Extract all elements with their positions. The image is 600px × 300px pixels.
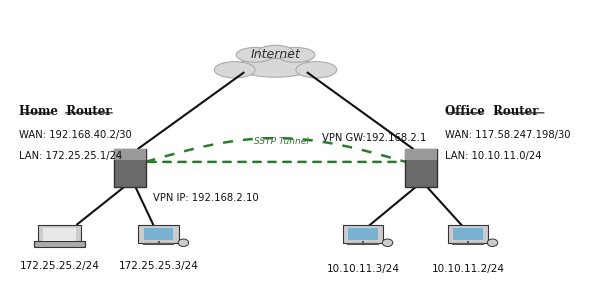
Ellipse shape xyxy=(258,45,293,58)
Ellipse shape xyxy=(487,239,498,246)
Ellipse shape xyxy=(277,47,315,62)
FancyBboxPatch shape xyxy=(349,229,377,240)
Text: LAN: 10.10.11.0/24: LAN: 10.10.11.0/24 xyxy=(445,151,541,161)
Text: VPN IP: 192.168.2.10: VPN IP: 192.168.2.10 xyxy=(153,193,259,202)
FancyBboxPatch shape xyxy=(34,241,85,247)
Text: Office  Router: Office Router xyxy=(445,105,538,118)
FancyBboxPatch shape xyxy=(448,225,488,243)
Text: WAN: 117.58.247.198/30: WAN: 117.58.247.198/30 xyxy=(445,130,570,140)
Text: Home  Router: Home Router xyxy=(19,105,112,118)
FancyBboxPatch shape xyxy=(343,225,383,243)
Ellipse shape xyxy=(238,56,313,77)
FancyBboxPatch shape xyxy=(145,229,173,240)
Ellipse shape xyxy=(296,61,337,78)
FancyBboxPatch shape xyxy=(406,148,437,187)
FancyBboxPatch shape xyxy=(113,148,146,187)
FancyBboxPatch shape xyxy=(454,229,482,240)
FancyBboxPatch shape xyxy=(43,228,76,241)
FancyBboxPatch shape xyxy=(406,148,437,160)
Text: LAN: 172.25.25.1/24: LAN: 172.25.25.1/24 xyxy=(19,151,122,161)
Ellipse shape xyxy=(178,239,188,246)
Ellipse shape xyxy=(236,47,274,62)
Ellipse shape xyxy=(382,239,393,246)
Text: VPN GW:192.168.2.1: VPN GW:192.168.2.1 xyxy=(322,133,427,143)
Ellipse shape xyxy=(214,61,255,78)
Text: 10.10.11.3/24: 10.10.11.3/24 xyxy=(326,264,400,274)
FancyBboxPatch shape xyxy=(38,225,82,243)
Text: 10.10.11.2/24: 10.10.11.2/24 xyxy=(431,264,505,274)
FancyBboxPatch shape xyxy=(139,225,179,243)
Text: 172.25.25.3/24: 172.25.25.3/24 xyxy=(119,261,199,271)
Text: Internet: Internet xyxy=(251,48,301,62)
Text: SSTP Tunnel: SSTP Tunnel xyxy=(254,136,309,146)
FancyBboxPatch shape xyxy=(113,148,146,160)
Text: WAN: 192.168.40.2/30: WAN: 192.168.40.2/30 xyxy=(19,130,131,140)
Text: 172.25.25.2/24: 172.25.25.2/24 xyxy=(20,261,100,271)
